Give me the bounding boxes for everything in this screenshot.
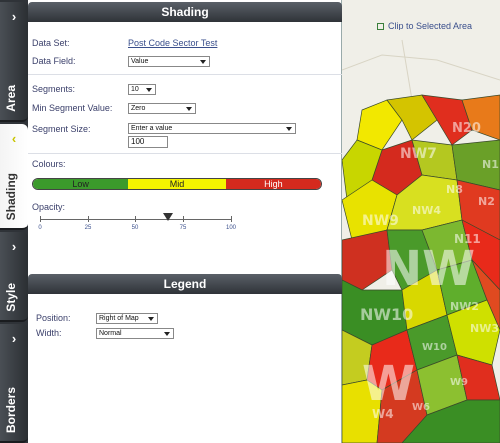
segment-size-label: Segment Size: [32, 124, 91, 134]
width-label: Width: [36, 328, 62, 338]
map-label: W6 [412, 402, 430, 413]
segments-value: 10 [131, 86, 139, 93]
position-select[interactable]: Right of Map [96, 313, 158, 324]
position-value: Right of Map [99, 315, 139, 322]
chevron-down-icon [148, 317, 154, 321]
opacity-tick-label: 25 [84, 225, 92, 231]
clip-label: Clip to Selected Area [388, 21, 473, 31]
position-label: Position: [36, 313, 71, 323]
tab-shading-label: Shading [4, 172, 18, 220]
dataset-label: Data Set: [32, 38, 70, 48]
chevron-right-icon: › [11, 239, 17, 254]
map-label: N8 [446, 183, 463, 196]
slider-tick [231, 216, 232, 222]
segment-size-select-value: Enter a value [131, 125, 173, 132]
divider [28, 153, 342, 154]
tab-area[interactable]: › Area [0, 2, 28, 122]
slider-tick [183, 216, 184, 222]
clip-to-selected-area[interactable]: Clip to Selected Area [377, 21, 472, 31]
colour-high-segment[interactable]: High [225, 179, 321, 189]
width-select[interactable]: Normal [96, 328, 174, 339]
chevron-right-icon: › [11, 331, 17, 346]
chevron-right-icon: › [11, 9, 17, 24]
chevron-down-icon [146, 88, 152, 92]
map-label: W [362, 356, 415, 412]
checkbox-icon [377, 23, 384, 30]
tab-borders-label: Borders [4, 386, 18, 433]
dataset-link[interactable]: Post Code Sector Test [128, 38, 218, 48]
opacity-slider-track[interactable] [40, 219, 232, 220]
map-label: W4 [372, 407, 394, 421]
map-label: NW3 [470, 322, 499, 335]
datafield-value: Value [131, 58, 149, 65]
chevron-down-icon [200, 60, 206, 64]
colour-low-label: Low [72, 179, 89, 189]
map-label: NW4 [412, 204, 441, 217]
tab-style-label: Style [4, 283, 18, 312]
opacity-slider-thumb[interactable] [162, 213, 173, 221]
chevron-down-icon [186, 107, 192, 111]
width-value: Normal [99, 330, 122, 337]
opacity-tick-label: 100 [225, 225, 237, 231]
opacity-tick-label: 0 [38, 225, 42, 231]
map-label: NW [382, 241, 475, 297]
settings-panel: Shading Data Set: Post Code Sector Test … [28, 0, 342, 443]
tab-borders[interactable]: › Borders [0, 324, 28, 443]
tab-shading[interactable]: ‹ Shading [0, 124, 28, 230]
colour-mid-label: Mid [169, 179, 185, 189]
segments-label: Segments: [32, 84, 76, 94]
segments-select[interactable]: 10 [128, 84, 156, 95]
choropleth-map: N20 NW7 N8 NW9 NW4 NW N11 NW2 NW10 NW3 W… [342, 30, 500, 443]
legend-header: Legend [28, 274, 342, 294]
map-label: N1 [482, 158, 499, 171]
opacity-label: Opacity: [32, 202, 66, 212]
map-label: N20 [452, 121, 481, 136]
colour-ramp[interactable]: Low Mid High [32, 178, 322, 190]
map-label: NW10 [360, 305, 413, 324]
slider-tick [88, 216, 89, 222]
opacity-tick-label: 50 [131, 225, 139, 231]
map-label: N2 [478, 195, 495, 208]
min-segment-label: Min Segment Value: [32, 103, 113, 113]
colours-label: Colours: [32, 159, 66, 169]
map-view[interactable]: Clip to Selected Area [342, 0, 500, 443]
opacity-tick-label: 75 [179, 225, 187, 231]
segment-size-input[interactable]: 100 [128, 136, 168, 148]
colour-low-segment[interactable]: Low [33, 179, 129, 189]
min-segment-select[interactable]: Zero [128, 103, 196, 114]
divider [28, 74, 342, 75]
map-label: W10 [422, 342, 447, 353]
tab-rail: › Area ‹ Shading › Style › Borders [0, 0, 28, 443]
slider-tick [40, 216, 41, 222]
min-segment-value: Zero [131, 105, 146, 112]
map-label: NW7 [400, 146, 437, 162]
colour-high-label: High [264, 179, 283, 189]
map-label: N11 [454, 232, 481, 246]
chevron-down-icon [286, 127, 292, 131]
map-label: NW9 [362, 213, 399, 229]
tab-area-label: Area [4, 85, 18, 112]
chevron-down-icon [164, 332, 170, 336]
colour-mid-segment[interactable]: Mid [128, 179, 226, 189]
shading-header: Shading [28, 2, 342, 22]
tab-style[interactable]: › Style [0, 232, 28, 322]
map-label: NW2 [450, 300, 479, 313]
segment-size-select[interactable]: Enter a value [128, 123, 296, 134]
map-label: W9 [450, 377, 468, 388]
chevron-left-icon: ‹ [11, 131, 17, 146]
slider-tick [135, 216, 136, 222]
datafield-label: Data Field: [32, 56, 76, 66]
datafield-select[interactable]: Value [128, 56, 210, 67]
